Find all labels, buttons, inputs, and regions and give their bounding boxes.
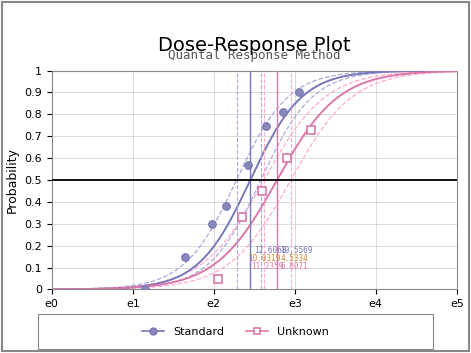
Text: 4.5334: 4.5334 — [280, 255, 308, 263]
Y-axis label: Probability: Probability — [6, 147, 19, 213]
Text: 12.6068: 12.6068 — [254, 246, 287, 255]
Text: 11.2359: 11.2359 — [251, 262, 284, 271]
Text: 6.8071: 6.8071 — [280, 262, 308, 271]
Text: 19.5569: 19.5569 — [280, 246, 313, 255]
Text: 10.0319: 10.0319 — [248, 255, 280, 263]
X-axis label: Dose e: Dose e — [233, 315, 276, 328]
Text: Quantal Response Method: Quantal Response Method — [168, 49, 341, 62]
Title: Dose-Response Plot: Dose-Response Plot — [158, 36, 350, 55]
Legend: Standard, Unknown: Standard, Unknown — [138, 322, 333, 341]
